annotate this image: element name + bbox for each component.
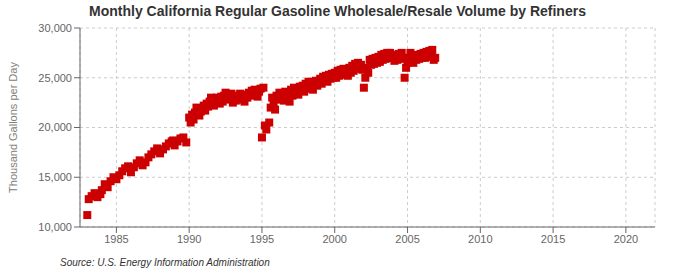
svg-text:15,000: 15,000 <box>38 171 72 183</box>
svg-text:2000: 2000 <box>323 233 347 245</box>
html-text:Source: U.S. Energy Informatio: Source: U.S. Energy Information Administ… <box>60 257 270 268</box>
svg-text:30,000: 30,000 <box>38 22 72 34</box>
svg-text:25,000: 25,000 <box>38 72 72 84</box>
svg-text:20,000: 20,000 <box>38 121 72 133</box>
svg-text:1990: 1990 <box>177 233 201 245</box>
svg-text:10,000: 10,000 <box>38 221 72 233</box>
svg-text:1995: 1995 <box>250 233 274 245</box>
svg-text:2005: 2005 <box>395 233 419 245</box>
svg-text:Thousand Gallons per Day: Thousand Gallons per Day <box>7 62 19 193</box>
svg-text:2010: 2010 <box>468 233 492 245</box>
svg-text:1985: 1985 <box>104 233 128 245</box>
svg-text:2020: 2020 <box>614 233 638 245</box>
html-text:Monthly California Regular Gas: Monthly California Regular Gasoline Whol… <box>89 3 586 19</box>
svg-text:2015: 2015 <box>541 233 565 245</box>
